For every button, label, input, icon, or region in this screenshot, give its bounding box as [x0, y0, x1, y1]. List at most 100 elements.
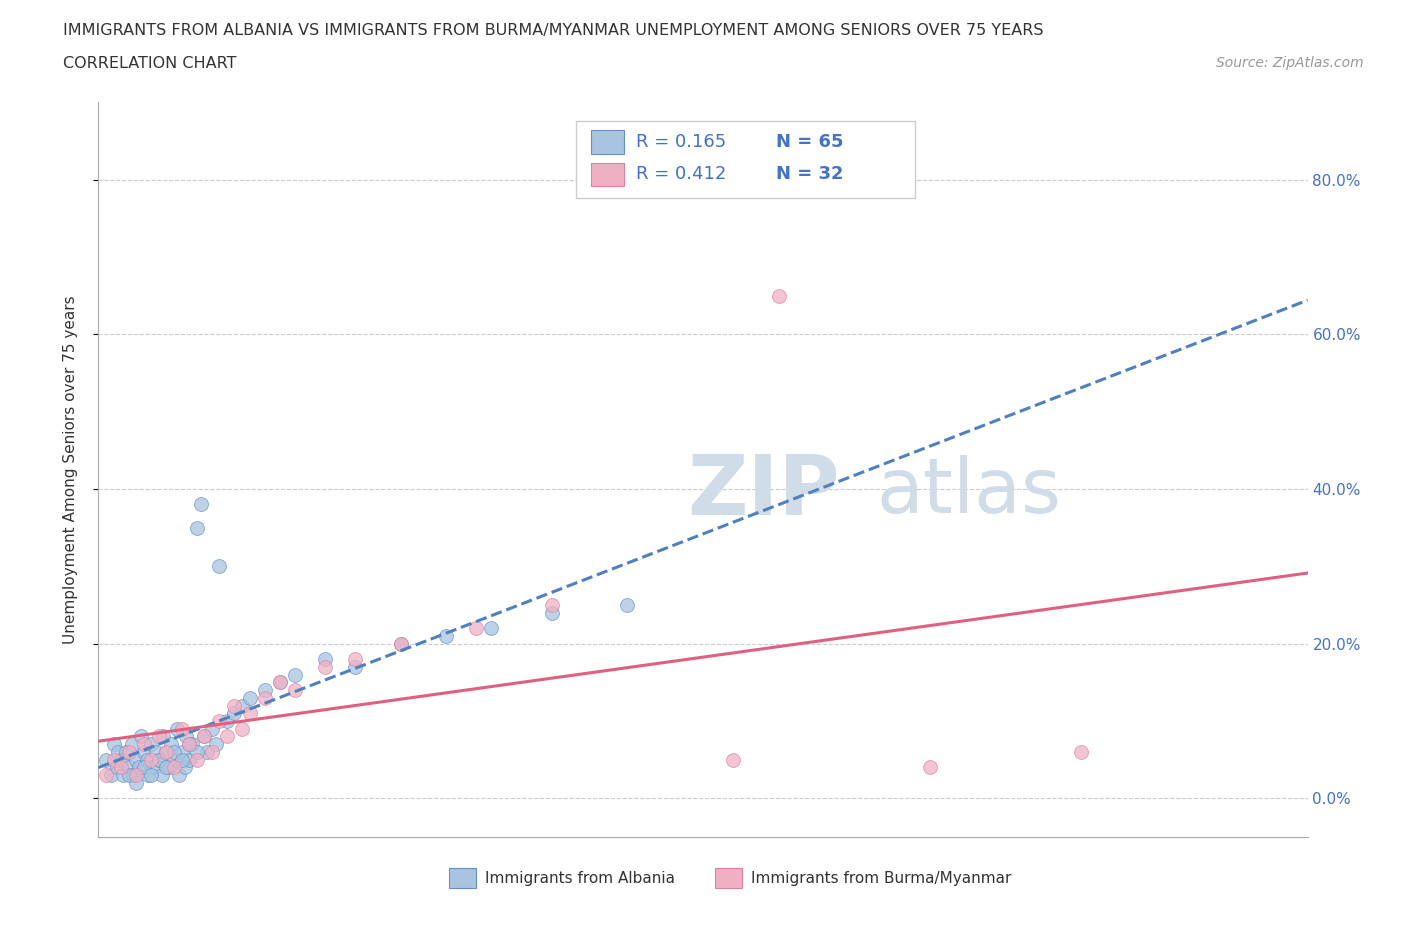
Point	[239, 690, 262, 705]
Point	[215, 729, 238, 744]
Point	[122, 767, 145, 782]
Bar	[449, 868, 475, 888]
Point	[163, 745, 186, 760]
Point	[129, 729, 152, 744]
Point	[193, 729, 215, 744]
Point	[179, 752, 201, 767]
Point	[768, 288, 790, 303]
Point	[111, 767, 134, 782]
Point	[136, 767, 159, 782]
Point	[141, 737, 163, 751]
Point	[224, 706, 246, 721]
Text: IMMIGRANTS FROM ALBANIA VS IMMIGRANTS FROM BURMA/MYANMAR UNEMPLOYMENT AMONG SENI: IMMIGRANTS FROM ALBANIA VS IMMIGRANTS FR…	[63, 23, 1043, 38]
Point	[103, 752, 125, 767]
Point	[118, 745, 141, 760]
Text: N = 65: N = 65	[776, 133, 844, 151]
Text: N = 32: N = 32	[776, 166, 844, 183]
Point	[148, 752, 170, 767]
Text: ZIP: ZIP	[688, 451, 839, 532]
Point	[107, 745, 129, 760]
Point	[389, 636, 412, 651]
Point	[174, 729, 197, 744]
Point	[269, 675, 291, 690]
Text: atlas: atlas	[876, 455, 1062, 528]
Bar	[576, 121, 915, 198]
Point	[314, 659, 336, 674]
Point	[132, 760, 155, 775]
Point	[186, 745, 208, 760]
Point	[94, 767, 117, 782]
Point	[114, 745, 136, 760]
Point	[269, 675, 291, 690]
Point	[148, 752, 170, 767]
Point	[94, 752, 117, 767]
Point	[110, 752, 132, 767]
Point	[155, 760, 177, 775]
Point	[181, 737, 204, 751]
Point	[186, 520, 208, 535]
Point	[253, 690, 276, 705]
Point	[155, 745, 177, 760]
Point	[205, 737, 228, 751]
Point	[284, 667, 307, 682]
Point	[389, 636, 412, 651]
Point	[118, 760, 141, 775]
Point	[1070, 745, 1092, 760]
Point	[224, 698, 246, 713]
Point	[344, 652, 367, 667]
Point	[723, 752, 745, 767]
Point	[170, 745, 193, 760]
Point	[434, 629, 457, 644]
Point	[239, 706, 262, 721]
Point	[344, 659, 367, 674]
Point	[166, 722, 188, 737]
Point	[163, 752, 186, 767]
Point	[148, 729, 170, 744]
Text: Source: ZipAtlas.com: Source: ZipAtlas.com	[1216, 56, 1364, 70]
Point	[231, 698, 253, 713]
Text: Immigrants from Albania: Immigrants from Albania	[485, 870, 675, 885]
Text: R = 0.412: R = 0.412	[637, 166, 727, 183]
Point	[128, 760, 150, 775]
Point	[284, 683, 307, 698]
Point	[616, 598, 638, 613]
Point	[141, 752, 163, 767]
Point	[132, 737, 155, 751]
Point	[141, 767, 163, 782]
Point	[231, 722, 253, 737]
Point	[163, 760, 186, 775]
Point	[105, 760, 128, 775]
Point	[465, 620, 488, 635]
Point	[170, 722, 193, 737]
Point	[186, 752, 208, 767]
Point	[201, 745, 224, 760]
Point	[150, 767, 173, 782]
Point	[159, 760, 181, 775]
Point	[103, 737, 125, 751]
Point	[160, 737, 183, 751]
Text: R = 0.165: R = 0.165	[637, 133, 727, 151]
Point	[208, 713, 231, 728]
Point	[481, 620, 503, 635]
Point	[208, 559, 231, 574]
Point	[121, 737, 143, 751]
Point	[179, 737, 201, 751]
Bar	[591, 130, 624, 153]
Point	[167, 767, 190, 782]
Point	[193, 729, 215, 744]
Point	[201, 722, 224, 737]
Bar	[716, 868, 742, 888]
Point	[215, 713, 238, 728]
Point	[540, 598, 562, 613]
Bar	[591, 163, 624, 186]
Point	[125, 776, 148, 790]
Point	[540, 605, 562, 620]
Point	[125, 767, 148, 782]
Text: CORRELATION CHART: CORRELATION CHART	[63, 56, 236, 71]
Point	[110, 760, 132, 775]
Point	[918, 760, 941, 775]
Point	[152, 729, 174, 744]
Y-axis label: Unemployment Among Seniors over 75 years: Unemployment Among Seniors over 75 years	[63, 296, 77, 644]
Point	[195, 745, 218, 760]
Point	[145, 745, 167, 760]
